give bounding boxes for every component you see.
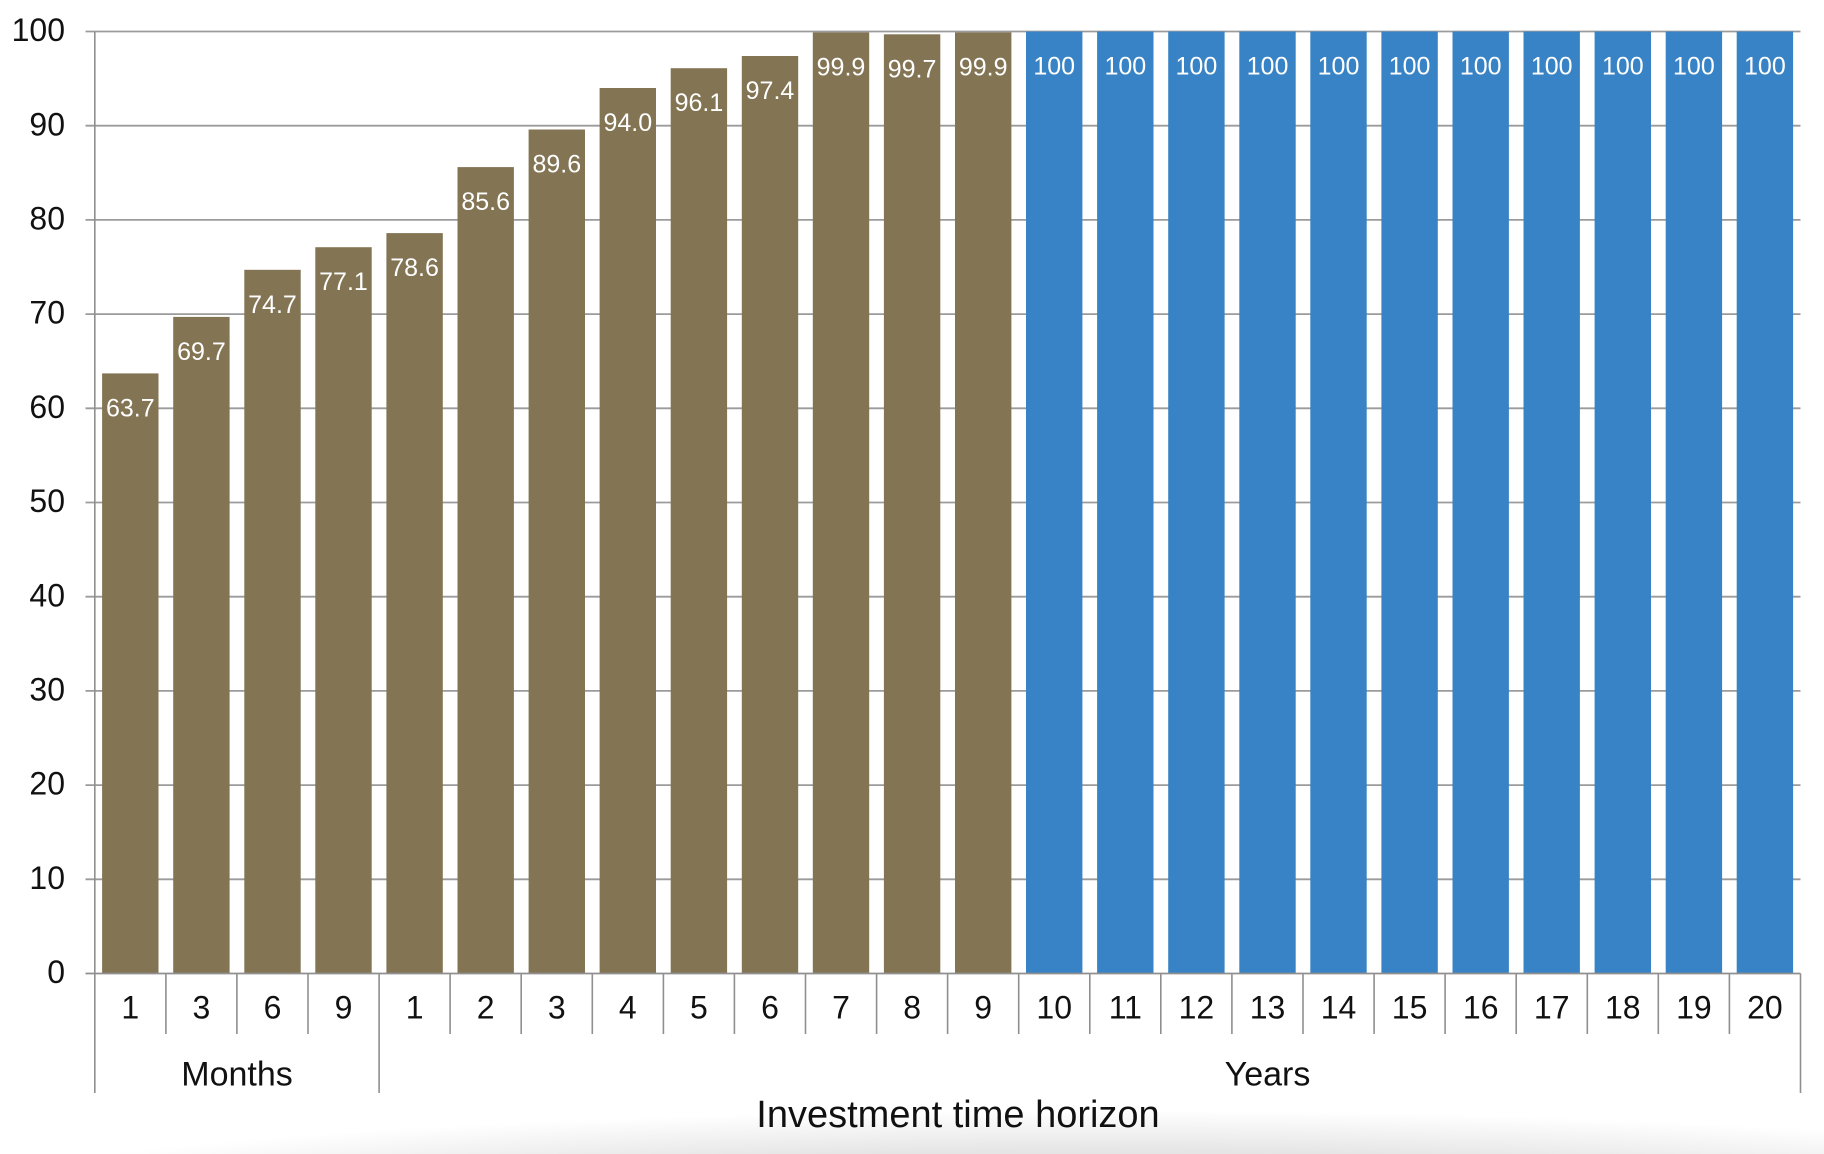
svg-text:Months: Months xyxy=(181,1056,293,1094)
svg-text:100: 100 xyxy=(1247,53,1289,81)
svg-text:14: 14 xyxy=(1321,989,1357,1025)
svg-text:19: 19 xyxy=(1676,989,1712,1025)
svg-text:77.1: 77.1 xyxy=(319,268,368,296)
svg-text:Years: Years xyxy=(1225,1056,1311,1094)
svg-text:2: 2 xyxy=(477,989,495,1025)
svg-text:99.9: 99.9 xyxy=(959,53,1008,81)
svg-text:100: 100 xyxy=(1673,53,1715,81)
svg-text:100: 100 xyxy=(1744,53,1786,81)
svg-text:17: 17 xyxy=(1534,989,1570,1025)
svg-text:16: 16 xyxy=(1463,989,1499,1025)
svg-text:20: 20 xyxy=(1747,989,1783,1025)
svg-text:100: 100 xyxy=(1104,53,1146,81)
svg-text:100: 100 xyxy=(1531,53,1573,81)
svg-text:40: 40 xyxy=(29,577,65,613)
svg-text:7: 7 xyxy=(832,989,850,1025)
svg-text:10: 10 xyxy=(29,860,65,896)
svg-text:74.7: 74.7 xyxy=(248,291,297,319)
svg-text:100: 100 xyxy=(1176,53,1218,81)
svg-text:13: 13 xyxy=(1250,989,1286,1025)
svg-text:89.6: 89.6 xyxy=(532,151,581,179)
svg-text:99.9: 99.9 xyxy=(817,53,866,81)
svg-text:18: 18 xyxy=(1605,989,1641,1025)
svg-text:100: 100 xyxy=(1389,53,1431,81)
svg-text:100: 100 xyxy=(12,12,65,48)
svg-text:3: 3 xyxy=(193,989,211,1025)
svg-text:0: 0 xyxy=(47,954,65,990)
svg-text:100: 100 xyxy=(1602,53,1644,81)
svg-text:6: 6 xyxy=(761,989,779,1025)
svg-text:100: 100 xyxy=(1318,53,1360,81)
svg-text:1: 1 xyxy=(406,989,424,1025)
svg-text:5: 5 xyxy=(690,989,708,1025)
svg-text:94.0: 94.0 xyxy=(603,109,652,137)
svg-text:9: 9 xyxy=(335,989,353,1025)
svg-text:9: 9 xyxy=(974,989,992,1025)
svg-text:97.4: 97.4 xyxy=(746,77,795,105)
svg-text:78.6: 78.6 xyxy=(390,254,439,282)
svg-text:85.6: 85.6 xyxy=(461,188,510,216)
svg-text:4: 4 xyxy=(619,989,637,1025)
svg-text:70: 70 xyxy=(29,295,65,331)
svg-text:96.1: 96.1 xyxy=(675,89,724,117)
svg-text:100: 100 xyxy=(1460,53,1502,81)
svg-text:20: 20 xyxy=(29,766,65,802)
svg-text:30: 30 xyxy=(29,672,65,708)
svg-text:3: 3 xyxy=(548,989,566,1025)
svg-text:11: 11 xyxy=(1109,989,1142,1025)
svg-text:90: 90 xyxy=(29,106,65,142)
svg-text:69.7: 69.7 xyxy=(177,338,226,366)
svg-text:99.7: 99.7 xyxy=(888,55,937,83)
svg-text:80: 80 xyxy=(29,201,65,237)
svg-text:15: 15 xyxy=(1392,989,1428,1025)
svg-text:100: 100 xyxy=(1033,53,1075,81)
svg-text:8: 8 xyxy=(903,989,921,1025)
svg-text:63.7: 63.7 xyxy=(106,394,155,422)
svg-text:1: 1 xyxy=(121,989,139,1025)
svg-text:12: 12 xyxy=(1179,989,1215,1025)
svg-text:6: 6 xyxy=(264,989,282,1025)
svg-text:60: 60 xyxy=(29,389,65,425)
svg-text:10: 10 xyxy=(1036,989,1072,1025)
svg-text:50: 50 xyxy=(29,483,65,519)
